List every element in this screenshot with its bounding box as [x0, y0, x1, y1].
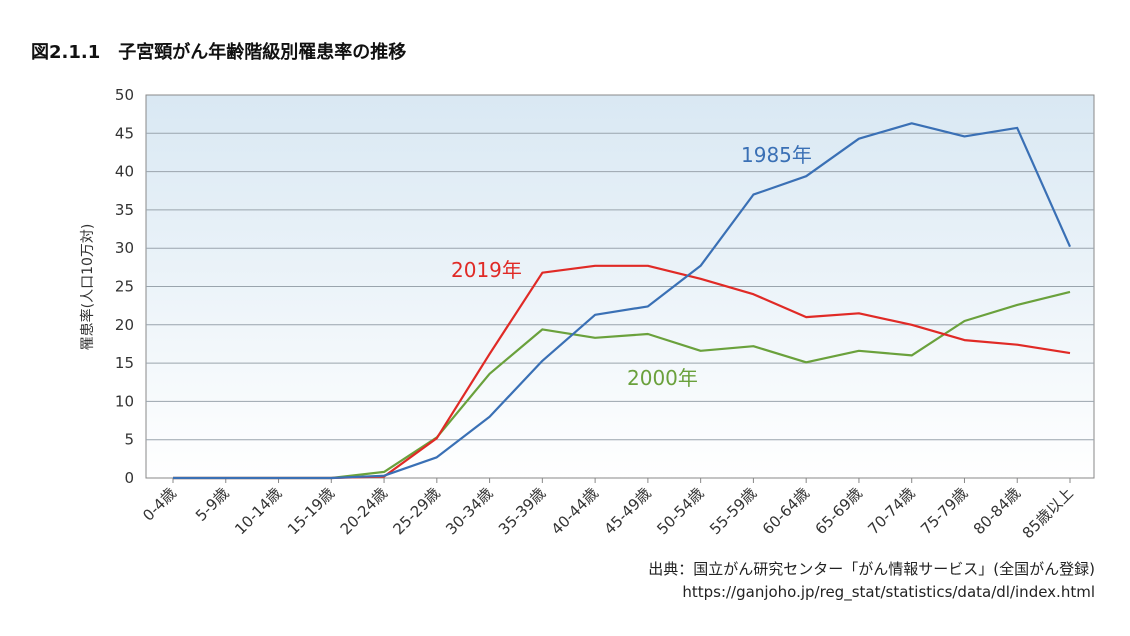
- y-tick-label: 30: [115, 239, 134, 257]
- gridlines: [146, 132, 1094, 441]
- x-tick-label: 45-49歳: [601, 484, 655, 538]
- y-axis-label: 罹患率(人口10万対): [79, 224, 96, 351]
- y-tick-labels: 0 5 10 15 20 25 30 35 40 45 50: [115, 86, 134, 487]
- y-tick-label: 20: [115, 316, 134, 334]
- x-tick-label: 65-69歳: [812, 484, 866, 538]
- x-tick-label: 60-64歳: [759, 484, 813, 538]
- x-tick-label: 50-54歳: [653, 484, 707, 538]
- series-line-1985年: [173, 122, 1072, 480]
- x-tick-label: 10-14歳: [231, 484, 285, 538]
- x-tick-label: 80-84歳: [970, 484, 1024, 538]
- x-tick-label: 25-29歳: [389, 484, 443, 538]
- x-tick-label: 75-79歳: [917, 484, 971, 538]
- chart-title: 図2.1.1 子宮頸がん年齢階級別罹患率の推移: [31, 42, 407, 63]
- x-tick-label: 55-59歳: [706, 484, 760, 538]
- x-tick-label: 40-44歳: [548, 484, 602, 538]
- annotation-2019: 2019年: [451, 258, 522, 282]
- y-tick-label: 5: [124, 431, 134, 449]
- x-tick-label: 15-19歳: [284, 484, 338, 538]
- y-tick-label: 35: [115, 201, 134, 219]
- x-tick-label: 35-39歳: [495, 484, 549, 538]
- y-tick-label: 10: [115, 392, 134, 410]
- x-tick-label: 20-24歳: [337, 484, 391, 538]
- annotation-1985: 1985年: [741, 143, 812, 167]
- annotation-2000: 2000年: [627, 366, 698, 390]
- y-tick-label: 25: [115, 278, 134, 296]
- y-tick-label: 45: [115, 124, 134, 142]
- source-line-1: 出典：国立がん研究センター「がん情報サービス」(全国がん登録): [648, 560, 1095, 578]
- y-tick-label: 50: [115, 86, 134, 104]
- x-tick-label: 30-34歳: [442, 484, 496, 538]
- x-tick-label: 70-74歳: [864, 484, 918, 538]
- x-tick-label: 0-4歳: [139, 484, 180, 525]
- series-lines: [173, 122, 1072, 480]
- x-tick-labels: 0-4歳 5-9歳10-14歳15-19歳20-24歳25-29歳30-34歳35…: [139, 478, 1077, 542]
- y-tick-label: 0: [124, 469, 134, 487]
- x-tick-label: 5-9歳: [192, 484, 233, 525]
- y-tick-label: 40: [115, 163, 134, 181]
- y-tick-label: 15: [115, 354, 134, 372]
- x-tick-label: 85歳以上: [1019, 484, 1077, 542]
- source-url: https://ganjoho.jp/reg_stat/statistics/d…: [682, 583, 1095, 601]
